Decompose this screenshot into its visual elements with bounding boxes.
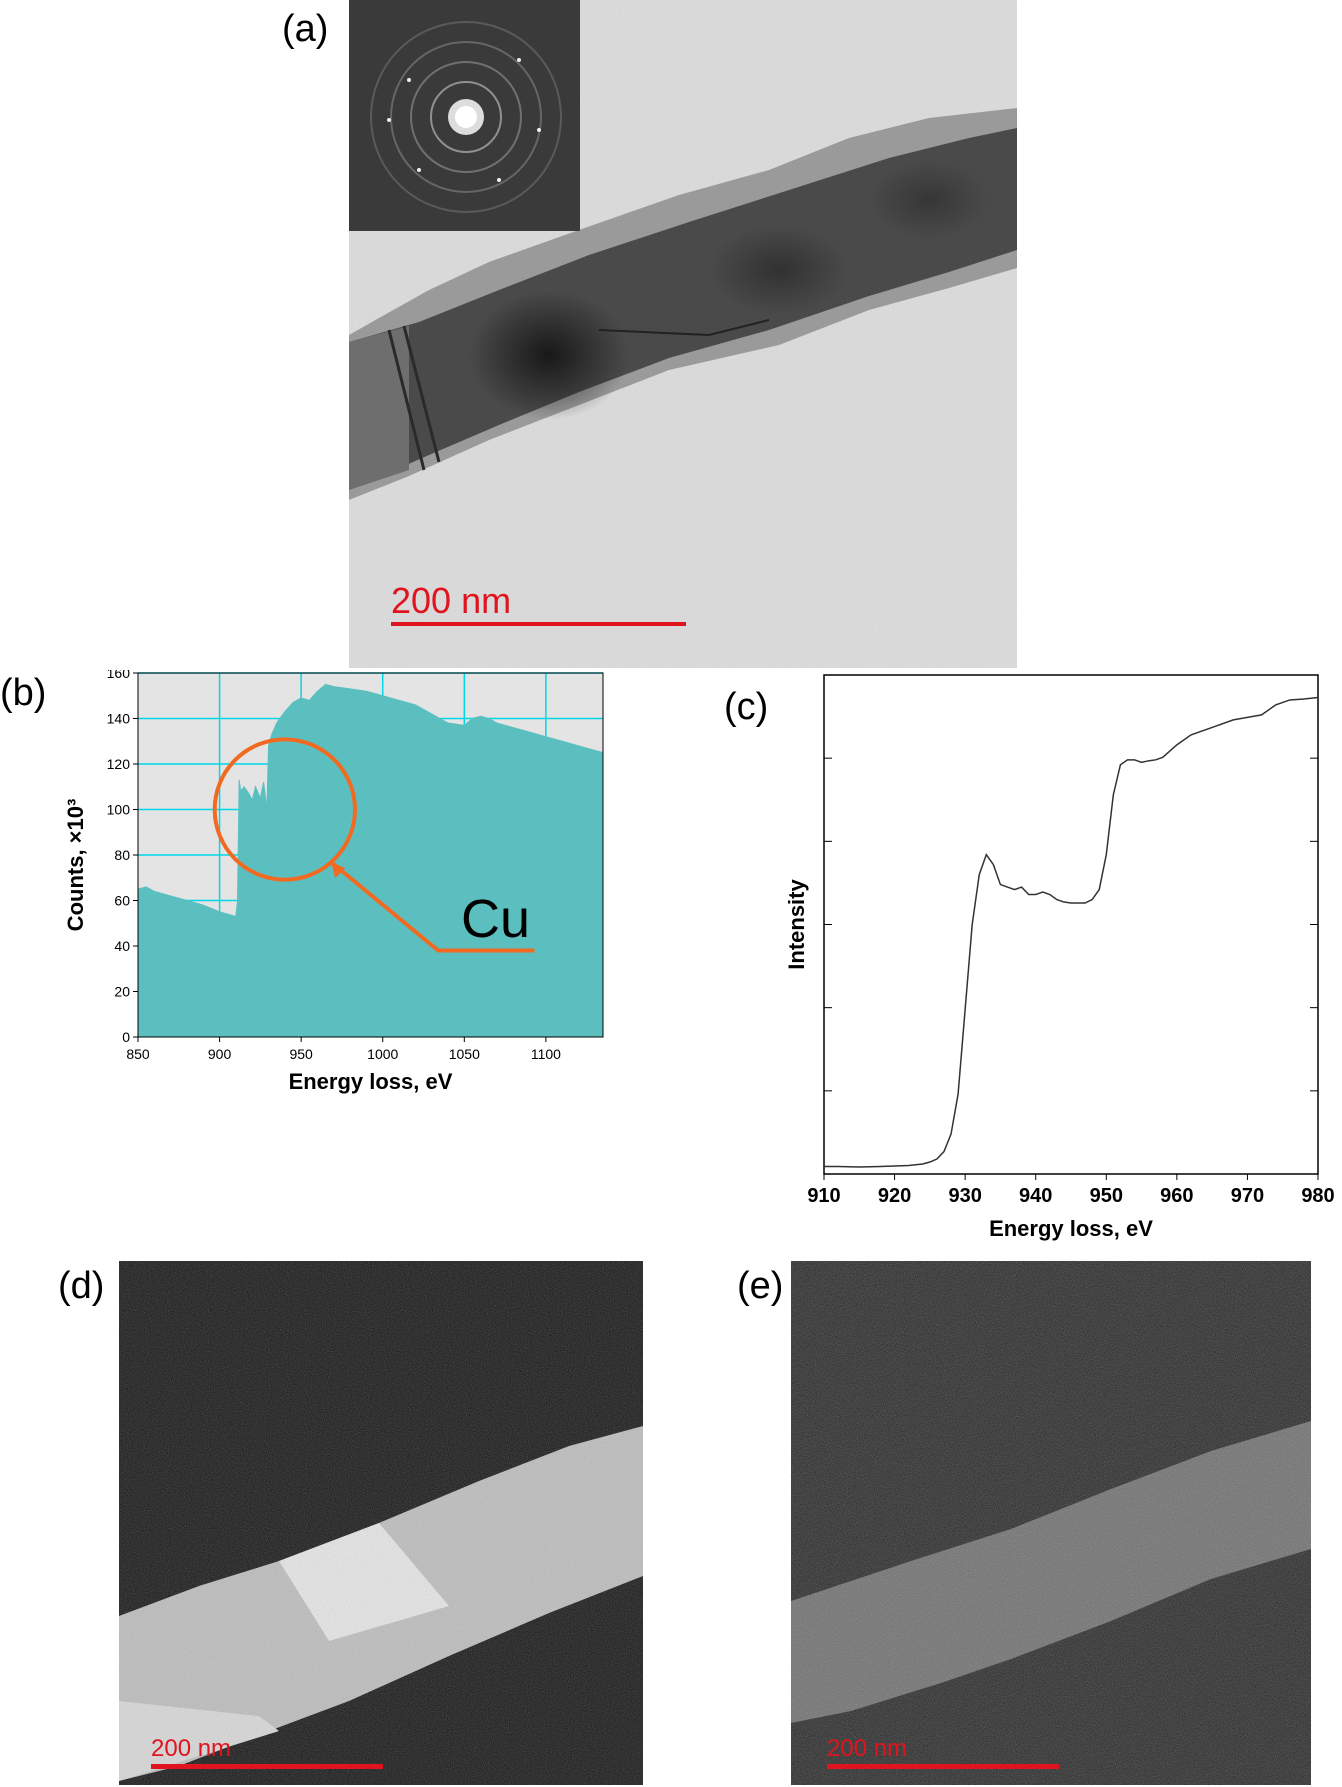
scalebar-label-e: 200 nm	[827, 1735, 908, 1762]
x-tick-label: 950	[1090, 1185, 1123, 1207]
eftem-map-e: 200 nm	[791, 1261, 1311, 1785]
annotation-circle	[212, 737, 357, 882]
plot-frame	[823, 674, 1319, 1175]
scalebar-label-d: 200 nm	[151, 1735, 232, 1762]
x-tick-label: 920	[878, 1185, 911, 1207]
tem-image: 200 nm	[349, 0, 1017, 668]
y-tick-label: 100	[107, 802, 131, 818]
panel-label-e: (e)	[737, 1265, 784, 1307]
y-axis-label: Intensity	[784, 879, 809, 970]
cu-l-edge-chart: 910 920 930 940 950 960 970 980 Energy loss, eV I…	[784, 674, 1335, 1241]
y-tick-label: 160	[107, 670, 131, 681]
x-tick-label: 970	[1231, 1185, 1264, 1207]
x-tick-label: 1050	[449, 1046, 480, 1062]
spectrum-line	[824, 696, 1319, 1168]
scalebar-label-a: 200 nm	[391, 580, 512, 621]
x-tick-label: 950	[289, 1046, 313, 1062]
y-tick-label: 140	[107, 711, 131, 727]
x-tick-label: 900	[208, 1046, 232, 1062]
panel-label-d: (d)	[58, 1265, 105, 1307]
eftem-map-d: 200 nm	[119, 1261, 643, 1785]
panel-label-b: (b)	[0, 672, 47, 714]
y-axis-label: Counts, ×10³	[63, 799, 88, 932]
x-tick-label: 940	[1019, 1185, 1052, 1207]
x-tick-label: 1000	[367, 1046, 398, 1062]
y-tick-label: 40	[114, 938, 130, 954]
x-axis-label: Energy loss, eV	[989, 1216, 1153, 1241]
eels-spectrum-chart: 0 20 40 60 80 100 120 140 160 850 900 950 1000 1050 11…	[63, 670, 604, 1094]
y-tick-label: 0	[122, 1029, 130, 1045]
x-tick-label: 960	[1160, 1185, 1193, 1207]
x-tick-label: 930	[948, 1185, 981, 1207]
x-tick-label: 910	[807, 1185, 840, 1207]
scalebar-line-d	[151, 1764, 383, 1769]
x-axis-label: Energy loss, eV	[289, 1069, 453, 1094]
y-tick-label: 20	[114, 984, 130, 1000]
x-tick-label: 1100	[531, 1046, 561, 1062]
panel-label-c: (c)	[724, 686, 769, 728]
scalebar-line-a	[391, 622, 686, 626]
y-tick-label: 60	[114, 893, 130, 909]
y-tick-label: 80	[114, 847, 130, 863]
annotation-label: Cu	[461, 889, 530, 949]
y-tick-label: 120	[107, 756, 131, 772]
diffraction-inset	[349, 0, 580, 231]
panel-label-a: (a)	[282, 8, 329, 50]
x-tick-label: 980	[1301, 1185, 1334, 1207]
scalebar-line-e	[827, 1764, 1059, 1769]
annotation-arrowhead	[331, 862, 346, 879]
annotation-arrow-line	[329, 860, 535, 953]
x-tick-label: 850	[126, 1046, 150, 1062]
